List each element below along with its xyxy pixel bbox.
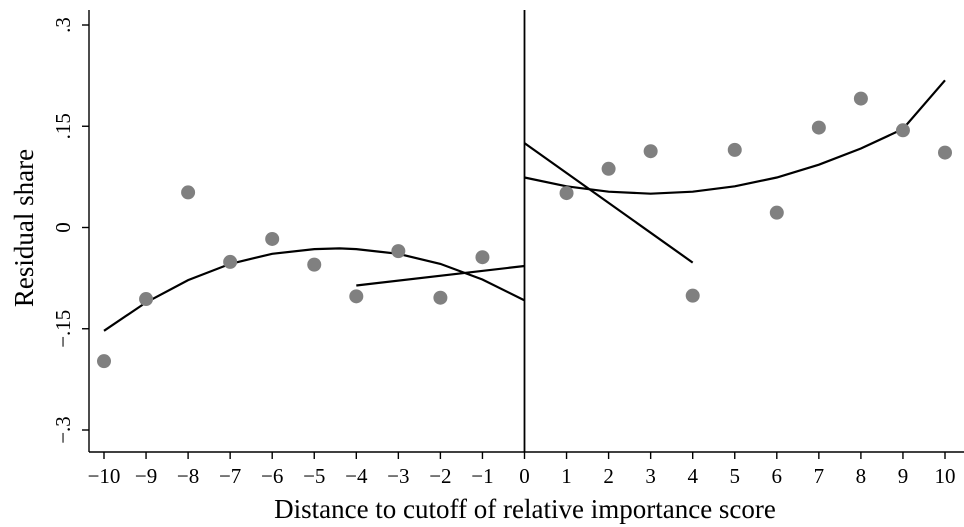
x-tick-label: −9 (135, 464, 157, 488)
x-tick-label: −6 (261, 464, 283, 488)
x-tick-label: −10 (88, 464, 121, 488)
y-tick-label: .15 (51, 113, 75, 139)
x-tick-label: −8 (177, 464, 199, 488)
data-point (895, 123, 910, 138)
y-tick-group: −.3 −.15 0 .15 .3 (51, 17, 89, 444)
x-tick-label: 7 (814, 464, 825, 488)
x-tick-label: −7 (219, 464, 241, 488)
x-tick-group: −10 −9 −8 −7 −6 −5 −4 −3 −2 −1 0 1 2 3 4 5 6 7 8 9 10 (88, 452, 956, 488)
data-point (769, 205, 784, 220)
x-tick-label: 2 (603, 464, 614, 488)
y-tick-label: .3 (51, 17, 75, 33)
x-axis-title: Distance to cutoff of relative importanc… (274, 494, 776, 524)
data-point (601, 161, 616, 176)
x-tick-label: 6 (772, 464, 783, 488)
fit-line-1 (103, 247, 525, 332)
data-point (643, 144, 658, 159)
y-axis-title: Residual share (9, 149, 39, 307)
x-tick-label: 5 (730, 464, 741, 488)
y-tick-label: 0 (51, 222, 75, 233)
x-tick-label: 3 (645, 464, 656, 488)
fit-lines (103, 79, 946, 332)
fit-line-3 (524, 79, 946, 195)
y-tick-label: −.15 (51, 310, 75, 348)
data-point (181, 185, 196, 200)
fit-line-4 (523, 142, 694, 264)
data-point (349, 289, 364, 304)
x-tick-label: −1 (471, 464, 493, 488)
data-point (811, 120, 826, 135)
data-point (853, 91, 868, 106)
data-point (139, 292, 154, 307)
data-point (307, 257, 322, 272)
x-tick-label: −3 (387, 464, 409, 488)
y-axis: −.3 −.15 0 .15 .3 (51, 10, 90, 452)
data-point (97, 354, 111, 369)
x-tick-label: 10 (935, 464, 956, 488)
x-axis: −10 −9 −8 −7 −6 −5 −4 −3 −2 −1 0 1 2 3 4 5 6 7 8 9 10 (88, 451, 964, 488)
data-point (223, 254, 238, 269)
x-tick-label: 4 (687, 464, 698, 488)
data-point (727, 142, 742, 157)
data-point (391, 244, 406, 259)
x-tick-label: −2 (429, 464, 451, 488)
x-tick-label: 8 (856, 464, 867, 488)
data-point (265, 231, 280, 246)
data-points (97, 91, 952, 369)
x-tick-label: 9 (898, 464, 909, 488)
data-point (685, 288, 700, 303)
x-tick-label: −5 (303, 464, 325, 488)
data-point (475, 250, 490, 265)
x-tick-label: 1 (561, 464, 572, 488)
y-tick-label: −.3 (51, 416, 75, 444)
fit-line-2 (356, 264, 525, 287)
data-point (938, 145, 952, 160)
data-point (559, 186, 574, 201)
data-point (433, 290, 448, 305)
x-tick-label: −4 (345, 464, 368, 488)
x-tick-label: 0 (519, 464, 530, 488)
